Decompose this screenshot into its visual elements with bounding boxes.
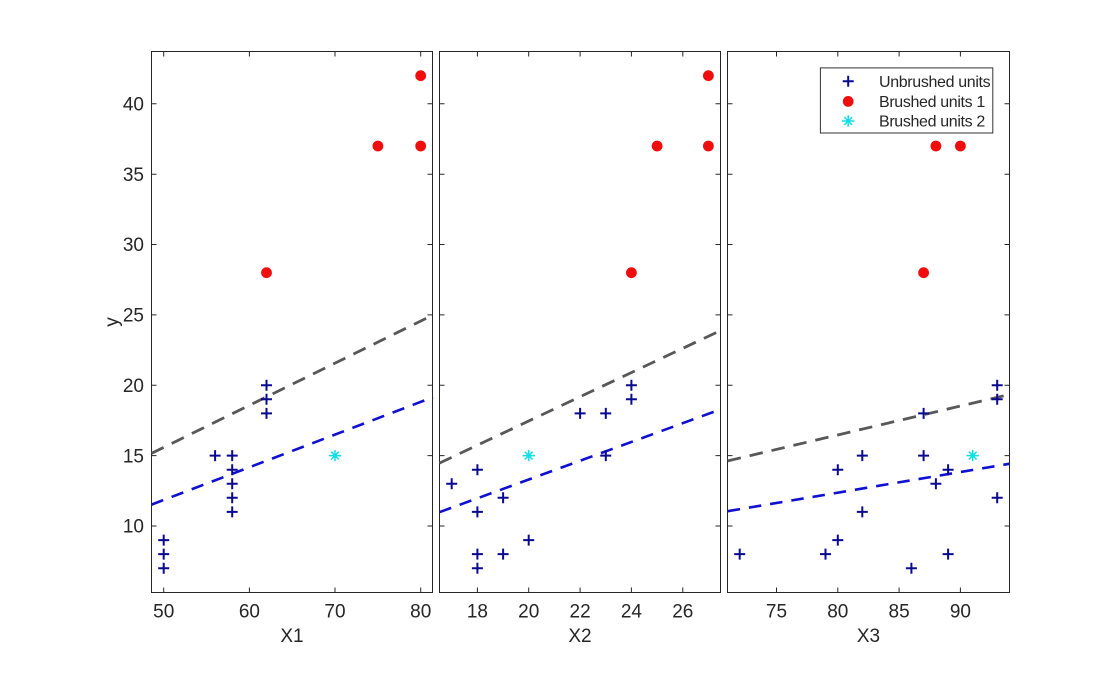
svg-text:85: 85 <box>889 602 910 623</box>
svg-text:Brushed units 2: Brushed units 2 <box>879 114 985 131</box>
svg-text:18: 18 <box>467 602 488 623</box>
svg-text:30: 30 <box>123 235 144 256</box>
svg-text:X1: X1 <box>280 626 303 647</box>
svg-text:Unbrushed units: Unbrushed units <box>879 74 991 91</box>
svg-text:80: 80 <box>410 602 431 623</box>
svg-text:20: 20 <box>123 376 144 397</box>
svg-text:90: 90 <box>950 602 971 623</box>
svg-text:60: 60 <box>239 602 260 623</box>
svg-text:26: 26 <box>672 602 693 623</box>
svg-text:75: 75 <box>766 602 787 623</box>
svg-text:50: 50 <box>153 602 174 623</box>
svg-text:X3: X3 <box>857 626 880 647</box>
svg-text:y: y <box>102 317 123 327</box>
svg-text:80: 80 <box>827 602 848 623</box>
svg-text:25: 25 <box>123 306 144 327</box>
svg-text:24: 24 <box>621 602 643 623</box>
svg-text:X2: X2 <box>568 626 591 647</box>
svg-text:22: 22 <box>570 602 591 623</box>
svg-text:10: 10 <box>123 517 144 538</box>
svg-text:70: 70 <box>324 602 345 623</box>
svg-text:15: 15 <box>123 446 144 467</box>
svg-text:Brushed units 1: Brushed units 1 <box>879 94 985 111</box>
svg-text:40: 40 <box>123 95 144 116</box>
svg-text:35: 35 <box>123 165 144 186</box>
svg-text:20: 20 <box>518 602 539 623</box>
